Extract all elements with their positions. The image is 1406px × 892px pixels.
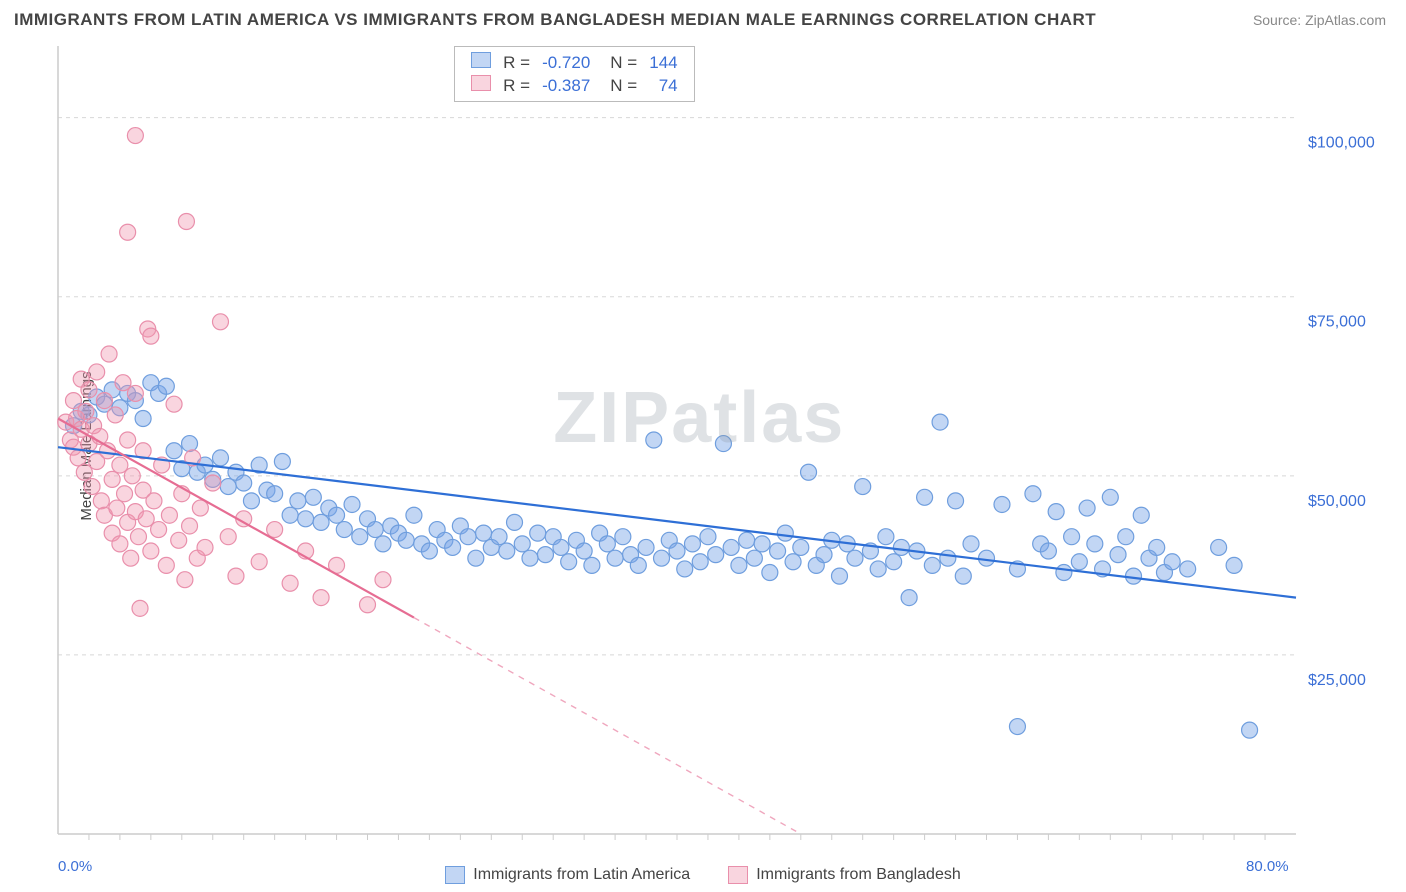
legend-swatch	[445, 866, 465, 884]
legend-swatch	[728, 866, 748, 884]
series-legend: Immigrants from Latin America Immigrants …	[0, 866, 1406, 884]
svg-text:$50,000: $50,000	[1308, 493, 1366, 510]
legend-item: Immigrants from Latin America	[445, 866, 690, 884]
legend-item: Immigrants from Bangladesh	[728, 866, 961, 884]
svg-text:$25,000: $25,000	[1308, 672, 1366, 689]
svg-text:$75,000: $75,000	[1308, 314, 1366, 331]
scatter-chart: $25,000 $50,000 $75,000 $100,000	[50, 40, 1386, 852]
legend-label: Immigrants from Bangladesh	[756, 866, 961, 884]
svg-text:$100,000: $100,000	[1308, 135, 1375, 152]
source-link[interactable]: ZipAtlas.com	[1305, 12, 1386, 28]
plot-area: $25,000$50,000$75,000$100,000 ZIPatlas R…	[50, 40, 1386, 852]
source-prefix: Source:	[1253, 12, 1305, 28]
chart-title: IMMIGRANTS FROM LATIN AMERICA VS IMMIGRA…	[14, 10, 1096, 30]
source-attribution: Source: ZipAtlas.com	[1253, 12, 1386, 28]
legend-label: Immigrants from Latin America	[473, 866, 690, 884]
stats-legend-box: R =-0.720 N =144 R =-0.387 N =74	[454, 46, 694, 102]
